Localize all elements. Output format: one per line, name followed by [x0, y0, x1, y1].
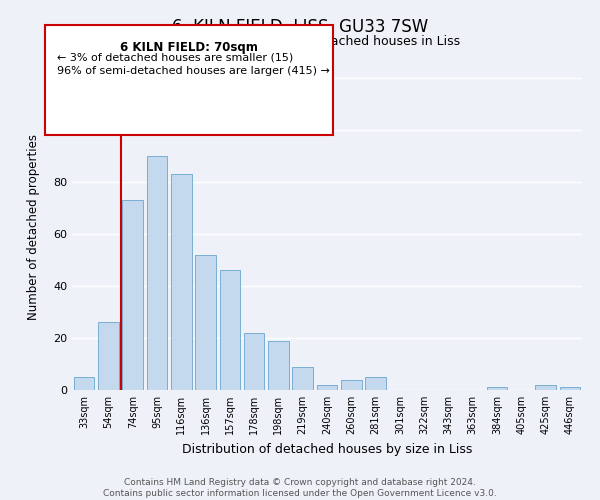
Bar — [487, 388, 508, 390]
Bar — [244, 333, 265, 390]
Bar — [98, 322, 119, 390]
Text: 6 KILN FIELD: 70sqm: 6 KILN FIELD: 70sqm — [120, 41, 258, 54]
Bar — [341, 380, 362, 390]
Text: ← 3% of detached houses are smaller (15): ← 3% of detached houses are smaller (15) — [57, 52, 293, 62]
Bar — [317, 385, 337, 390]
X-axis label: Distribution of detached houses by size in Liss: Distribution of detached houses by size … — [182, 442, 472, 456]
Bar — [122, 200, 143, 390]
Text: 6, KILN FIELD, LISS, GU33 7SW: 6, KILN FIELD, LISS, GU33 7SW — [172, 18, 428, 36]
Text: Contains HM Land Registry data © Crown copyright and database right 2024.
Contai: Contains HM Land Registry data © Crown c… — [103, 478, 497, 498]
Bar — [220, 270, 240, 390]
Bar — [268, 340, 289, 390]
Text: Size of property relative to detached houses in Liss: Size of property relative to detached ho… — [139, 35, 461, 48]
Bar — [535, 385, 556, 390]
Bar — [146, 156, 167, 390]
Text: 96% of semi-detached houses are larger (415) →: 96% of semi-detached houses are larger (… — [57, 66, 330, 76]
Bar — [365, 377, 386, 390]
Y-axis label: Number of detached properties: Number of detached properties — [28, 134, 40, 320]
Bar — [292, 366, 313, 390]
Bar — [195, 255, 216, 390]
Bar — [171, 174, 191, 390]
Bar — [560, 388, 580, 390]
Bar — [74, 377, 94, 390]
